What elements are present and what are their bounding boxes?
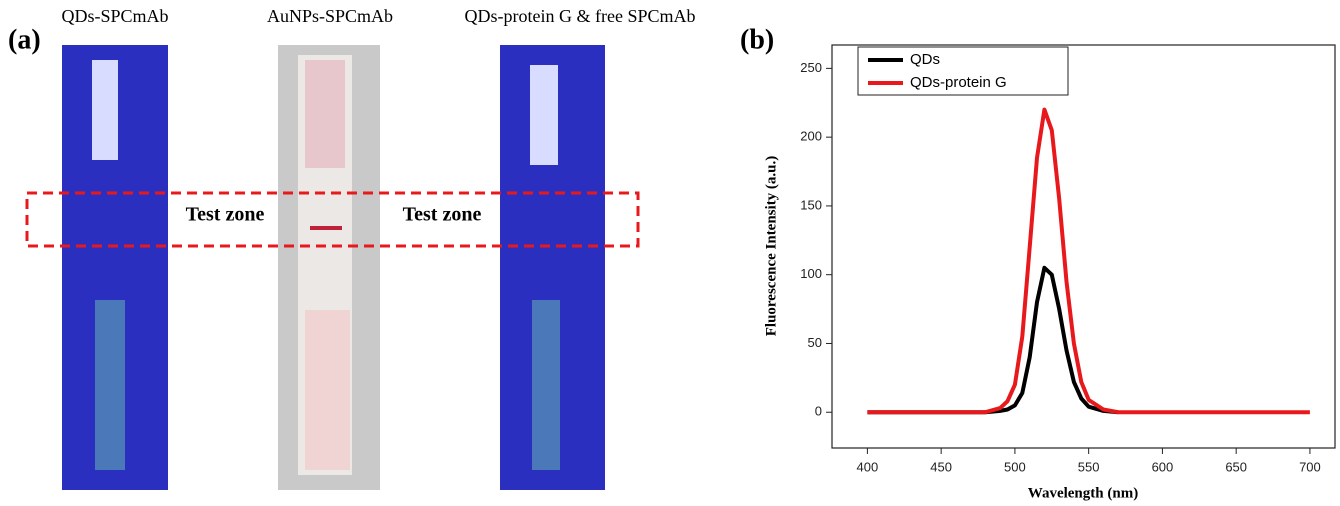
y-tick-label: 50 (808, 335, 822, 350)
y-tick-label: 100 (800, 266, 822, 281)
x-tick-label: 700 (1299, 459, 1321, 474)
y-tick-label: 0 (815, 404, 822, 419)
x-tick-label: 450 (930, 459, 952, 474)
x-tick-label: 650 (1225, 459, 1247, 474)
x-axis-label: Wavelength (nm) (1028, 485, 1138, 501)
x-tick-label: 600 (1152, 459, 1174, 474)
legend-label: QDs-protein G (910, 74, 1007, 91)
panel-label: (b) (740, 24, 774, 55)
strip-label: QDs-SPCmAb (61, 6, 168, 26)
zone-label: Test zone (186, 204, 265, 226)
series-line (867, 265, 1119, 415)
y-axis-label: Fluorescence Intensity (a.u.) (763, 156, 779, 337)
y-tick-label: 200 (800, 129, 822, 144)
series-line (867, 107, 1310, 415)
strip-label: AuNPs-SPCmAb (267, 6, 393, 26)
y-tick-label: 250 (800, 60, 822, 75)
x-tick-label: 550 (1078, 459, 1100, 474)
strip-label: QDs-protein G & free SPCmAb (465, 6, 696, 26)
y-tick-label: 150 (800, 197, 822, 212)
x-tick-label: 500 (1004, 459, 1026, 474)
panel-label: (a) (8, 24, 41, 55)
legend-box (857, 46, 1069, 96)
x-tick-label: 400 (857, 459, 879, 474)
strip-photos (25, 45, 640, 490)
zone-label: Test zone (403, 204, 482, 226)
legend-label: QDs (910, 51, 940, 68)
plot-frame (831, 44, 1336, 449)
